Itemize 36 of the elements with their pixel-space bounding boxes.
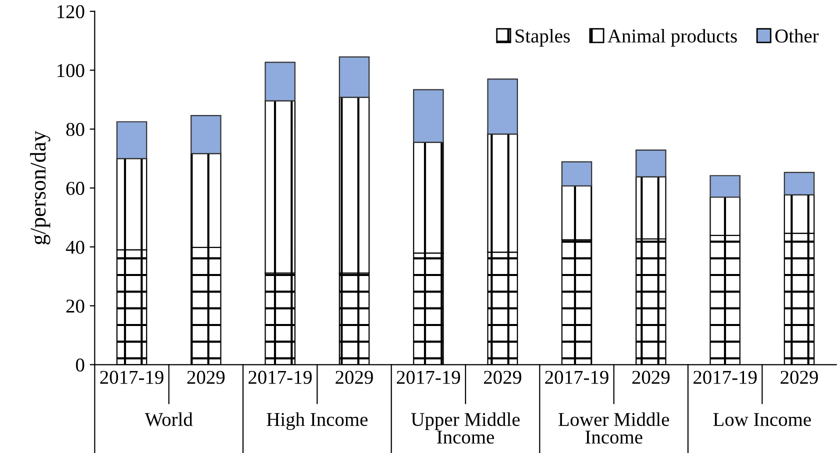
legend-label: Animal products	[608, 28, 737, 47]
y-tick-label: 80	[66, 122, 84, 136]
bar	[487, 78, 518, 135]
bar	[710, 175, 740, 198]
y-tick-label: 100	[58, 64, 84, 78]
legend-label: Staples	[516, 28, 570, 47]
y-tick-label: 20	[66, 300, 84, 313]
bar	[116, 121, 148, 160]
text: Upper Middle Income	[411, 412, 520, 444]
legend-label: Other	[775, 28, 819, 43]
y-tick-label: 40	[66, 240, 84, 254]
bar	[338, 56, 370, 98]
text: High Income	[266, 412, 368, 430]
x-tick-label: 2029	[484, 370, 522, 384]
y-axis-title: g/person/day	[30, 130, 50, 244]
x-tick-label: 2017-19	[545, 370, 608, 384]
x-tick-label: 2017-19	[248, 370, 312, 384]
y-tick-label: 120	[58, 5, 84, 18]
x-tick-label: 2029	[187, 370, 225, 384]
x-tick-label: 2017-19	[100, 370, 164, 384]
y-tick-label: 0	[76, 358, 84, 372]
bar	[413, 89, 444, 143]
x-tick-label: 2017-19	[694, 370, 757, 384]
bar	[784, 172, 815, 196]
bar	[264, 62, 296, 102]
bar	[190, 115, 222, 154]
bar	[636, 149, 666, 178]
bar	[561, 161, 592, 186]
x-tick-label: 2029	[336, 370, 373, 384]
x-tick-label: 2029	[632, 370, 670, 384]
text: Lower Middle Income	[558, 412, 670, 444]
y-tick-label: 60	[66, 182, 84, 195]
x-tick-label: 2029	[780, 370, 818, 384]
x-tick-label: 2017-19	[396, 370, 460, 384]
text: Low Income	[713, 413, 811, 426]
text: World	[144, 412, 193, 426]
